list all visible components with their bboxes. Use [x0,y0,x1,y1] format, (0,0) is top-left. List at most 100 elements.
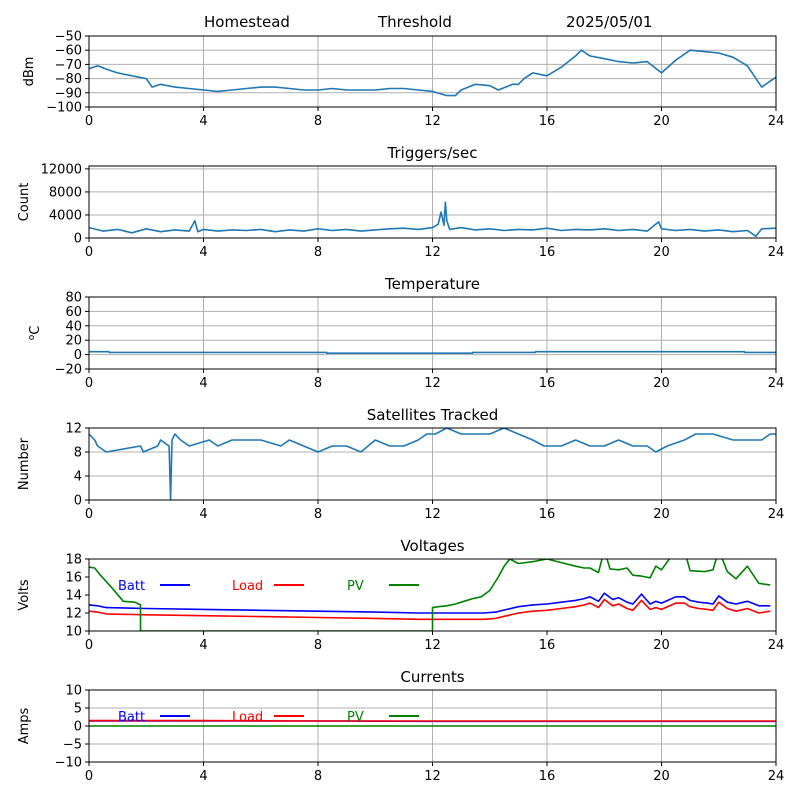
x-tick-label: 24 [768,507,785,522]
x-tick-label: 24 [768,638,785,653]
x-tick-label: 0 [85,769,93,784]
y-tick-label: 5 [74,702,82,717]
x-tick-label: 20 [653,376,670,391]
header-site: Homestead [204,13,290,31]
x-tick-label: 12 [424,376,441,391]
legend-label-load: Load [232,579,263,594]
y-tick-label: 80 [65,291,82,306]
y-axis-label: Count [17,183,32,222]
series-line-batt [89,592,771,614]
y-tick-label: 20 [65,334,82,349]
header-mode: Threshold [377,13,452,31]
x-tick-label: 4 [199,769,207,784]
x-tick-label: 24 [768,769,785,784]
x-tick-label: 8 [314,507,322,522]
x-tick-label: 12 [424,507,441,522]
y-tick-label: 0 [74,494,82,509]
series-group [89,559,771,631]
x-tick-label: 8 [314,376,322,391]
x-tick-label: 4 [199,114,207,129]
x-tick-label: 16 [539,507,556,522]
y-tick-label: −100 [46,101,82,116]
y-tick-label: 0 [74,348,82,363]
series-group [89,49,776,97]
y-tick-label: 4 [74,470,82,485]
y-tick-label: −60 [55,44,82,59]
x-tick-label: 24 [768,376,785,391]
y-tick-label: −50 [55,30,82,45]
series-group [89,350,776,355]
x-tick-label: 12 [424,769,441,784]
x-tick-label: 12 [424,638,441,653]
series-line [89,428,776,500]
legend: Batt Load PV [118,710,419,725]
y-tick-label: −90 [55,86,82,101]
legend-label-batt: Batt [118,710,145,725]
x-tick-label: 12 [424,245,441,260]
y-tick-label: 0 [74,232,82,247]
y-tick-label: −80 [55,72,82,87]
y-tick-label: 10 [65,625,82,640]
chart-panel-2: 0 4 8 12 16 20 24 0 4000 8000 12000 Triggers/sec Cou… [17,144,784,260]
x-tick-label: 0 [85,114,93,129]
chart-panel-5: 0 4 8 12 16 20 24 10 12 14 16 18 Voltages Volts Batt Lo… [17,537,784,653]
y-axis-label: Volts [17,579,32,611]
legend: Batt Load PV [118,579,419,594]
y-axis-label: Number [17,437,32,490]
series-line-pv [89,559,771,631]
y-tick-label: 8000 [49,185,82,200]
x-tick-label: 20 [653,507,670,522]
y-tick-label: 60 [65,305,82,320]
x-tick-label: 16 [539,638,556,653]
y-tick-label: 0 [74,720,82,735]
x-tick-label: 12 [424,114,441,129]
y-tick-label: 40 [65,319,82,334]
series-group [89,428,776,500]
y-tick-label: 10 [65,684,82,699]
x-tick-label: 8 [314,769,322,784]
y-axis-label: oC [27,326,43,341]
x-tick-label: 20 [653,769,670,784]
x-tick-label: 0 [85,638,93,653]
x-tick-label: 0 [85,507,93,522]
y-tick-label: 4000 [49,208,82,223]
y-tick-label: 12000 [41,162,82,177]
series-group [89,201,776,238]
x-tick-label: 24 [768,245,785,260]
x-tick-label: 4 [199,507,207,522]
chart-title: Currents [400,668,464,686]
x-tick-label: 8 [314,245,322,260]
y-tick-label: 12 [65,607,82,622]
y-axis-label: dBm [22,57,37,87]
y-tick-label: 12 [65,422,82,437]
header-date: 2025/05/01 [566,13,652,31]
series-line-load [89,598,771,621]
legend-label-batt: Batt [118,579,145,594]
x-tick-label: 8 [314,638,322,653]
chart-title: Satellites Tracked [367,406,498,424]
x-tick-label: 16 [539,245,556,260]
x-tick-label: 16 [539,376,556,391]
legend-label-load: Load [232,710,263,725]
y-tick-label: −5 [63,738,82,753]
x-tick-label: 8 [314,114,322,129]
x-tick-label: 16 [539,769,556,784]
chart-title: Triggers/sec [387,144,478,162]
y-tick-label: 14 [65,589,82,604]
y-tick-label: −10 [55,756,82,771]
chart-panel-1: 0 4 8 12 16 20 24 −100−90−80−70−60−50 dBm [22,30,784,130]
x-tick-label: 20 [653,245,670,260]
y-tick-label: 18 [65,553,82,568]
y-tick-label: 8 [74,446,82,461]
legend-label-pv: PV [347,710,364,725]
y-tick-label: −70 [55,58,82,73]
x-tick-label: 0 [85,376,93,391]
x-tick-label: 0 [85,245,93,260]
series-group [89,719,776,727]
y-tick-label: −20 [55,363,82,378]
x-tick-label: 4 [199,376,207,391]
